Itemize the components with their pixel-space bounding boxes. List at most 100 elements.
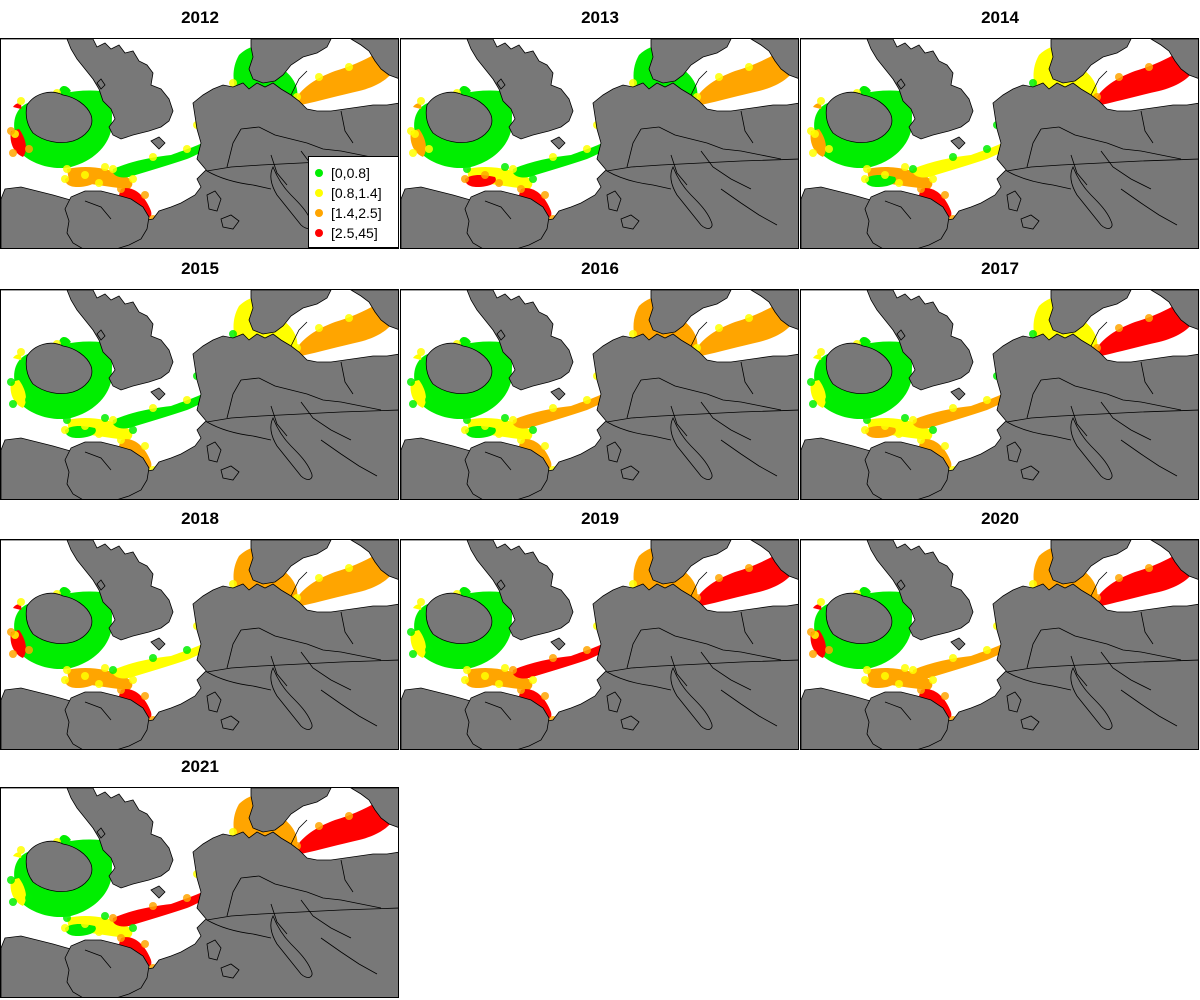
land-mass — [550, 136, 566, 150]
land-mass — [192, 82, 398, 172]
zone-speckle — [817, 97, 825, 105]
zone-speckle — [817, 348, 825, 356]
land-mass — [864, 190, 950, 248]
zone-speckle — [117, 686, 125, 694]
zone-channel — [512, 640, 610, 679]
zone-speckle — [481, 171, 489, 179]
zone-speckle — [1029, 330, 1037, 338]
zone-speckle — [7, 876, 15, 884]
zone-speckle — [141, 940, 149, 948]
land-mass — [801, 290, 974, 391]
land-mass — [1006, 691, 1022, 713]
country-border — [226, 126, 260, 168]
zone-channel — [912, 640, 1010, 679]
zone-speckle — [895, 680, 903, 688]
country-border — [1120, 439, 1178, 477]
land-mass — [150, 136, 166, 150]
zone-channel — [112, 139, 210, 178]
zone-speckle — [17, 846, 25, 854]
land-mass — [1020, 214, 1040, 230]
country-border — [1106, 643, 1182, 661]
land-mass — [350, 39, 398, 79]
land-mass — [206, 691, 222, 713]
zone-speckle — [315, 574, 323, 582]
land-mass — [220, 465, 240, 481]
zone-speckle — [863, 416, 871, 424]
zone-speckle — [463, 666, 471, 674]
country-border — [740, 361, 754, 395]
land-mass — [96, 329, 106, 341]
country-border — [290, 819, 308, 845]
zone-speckle — [1029, 580, 1037, 588]
zone-speckle — [517, 436, 525, 444]
land-mass — [25, 91, 93, 143]
zone-speckle — [629, 79, 637, 87]
land-mass — [270, 667, 313, 730]
land-mass — [220, 214, 240, 230]
zone-speckle — [909, 416, 917, 424]
zone-speckle — [629, 330, 637, 338]
country-border — [658, 126, 708, 144]
zone-speckle — [61, 426, 69, 434]
land-mass — [1070, 667, 1113, 730]
country-border — [320, 689, 378, 727]
country-border — [484, 200, 512, 220]
land-mass — [425, 342, 493, 394]
zone-speckle — [95, 179, 103, 187]
country-border — [206, 421, 272, 441]
zone-speckle — [1145, 564, 1153, 572]
zone-speckle — [895, 430, 903, 438]
map-panel-2021 — [0, 787, 399, 998]
country-border — [606, 671, 672, 691]
country-border — [258, 627, 308, 645]
land-mass — [670, 417, 713, 480]
land-mass — [592, 333, 798, 423]
land-mass — [670, 667, 713, 730]
zone-baltic — [297, 302, 396, 356]
country-border — [84, 451, 112, 471]
zone-speckle — [901, 664, 909, 672]
land-mass — [864, 441, 950, 499]
land-mass — [1048, 540, 1132, 585]
land-mass — [496, 579, 506, 591]
zone-speckle — [1115, 574, 1123, 582]
zone-baltic — [297, 800, 396, 854]
land-mass — [425, 592, 493, 644]
country-border — [690, 571, 708, 597]
legend-label: [1.4,2.5] — [331, 205, 382, 221]
zone-speckle — [63, 165, 71, 173]
legend-label: [0,0.8] — [331, 165, 370, 181]
country-border — [1070, 405, 1088, 437]
zone-speckle — [409, 650, 417, 658]
country-border — [226, 377, 260, 419]
country-border — [206, 671, 272, 691]
land-mass — [192, 831, 398, 921]
land-mass — [401, 290, 574, 391]
land-mass — [801, 540, 974, 641]
zone-speckle — [495, 680, 503, 688]
zone-speckle — [745, 564, 753, 572]
zone-speckle — [129, 426, 137, 434]
land-mass — [620, 715, 640, 731]
land-mass — [864, 691, 950, 749]
country-border — [706, 142, 782, 160]
zone-speckle — [861, 426, 869, 434]
country-border — [658, 377, 708, 395]
country-border — [340, 859, 354, 893]
zone-speckle — [909, 165, 917, 173]
country-border — [290, 571, 308, 597]
zone-speckle — [881, 672, 889, 680]
land-mass — [25, 592, 93, 644]
zone-speckle — [183, 145, 191, 153]
zone-speckle — [583, 646, 591, 654]
country-border — [1140, 611, 1154, 645]
map-panel-2018 — [0, 539, 399, 750]
zone-speckle — [183, 396, 191, 404]
zone-speckle — [481, 672, 489, 680]
zone-speckle — [101, 163, 109, 171]
zone-atlantic-west — [413, 354, 422, 360]
land-mass — [550, 387, 566, 401]
land-mass — [670, 166, 713, 229]
zone-baltic — [697, 51, 796, 105]
zone-speckle — [1029, 79, 1037, 87]
